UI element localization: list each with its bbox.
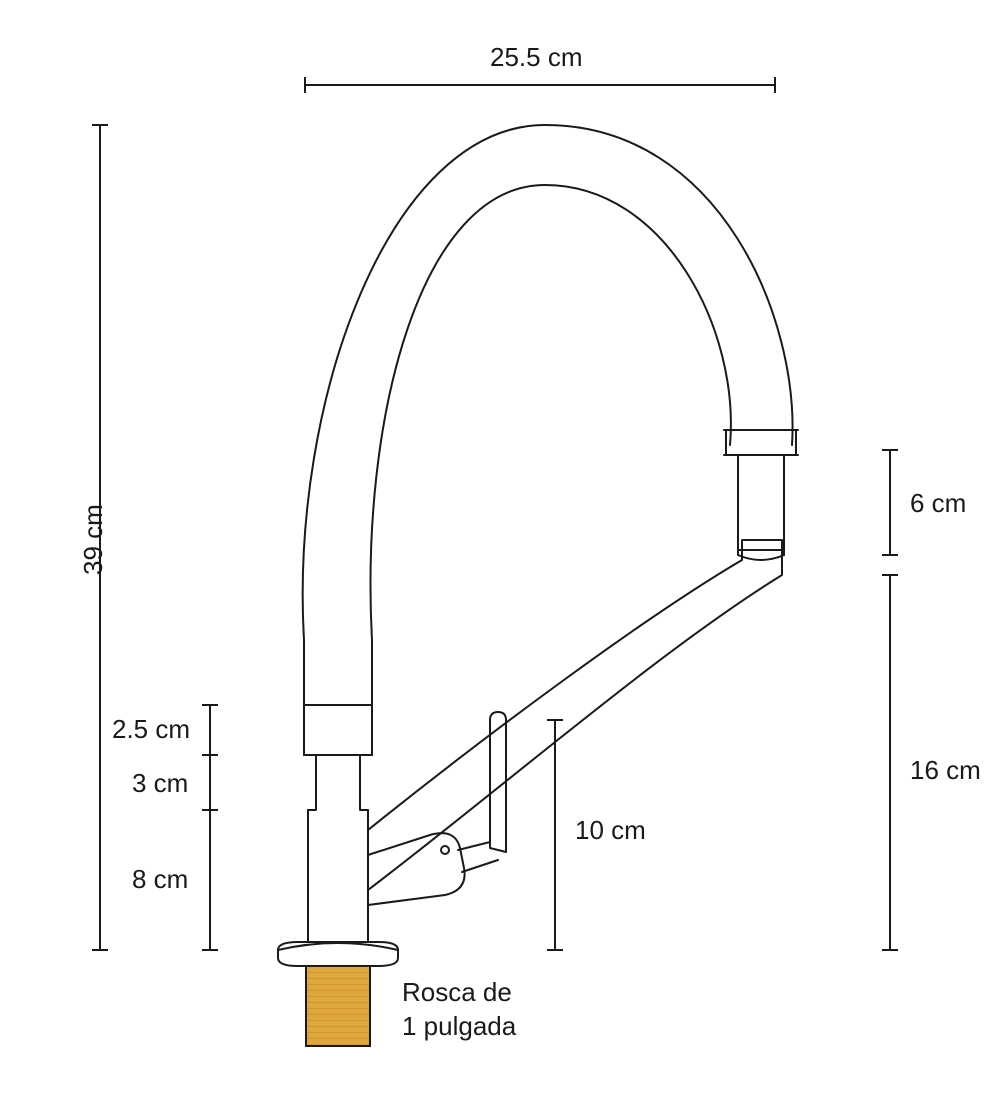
thread-note: Rosca de 1 pulgada [402,976,516,1044]
faucet-svg [0,0,1000,1100]
label-spout-reach: 25.5 cm [490,42,583,73]
dimension-lines [92,77,898,950]
label-nozzle-height: 6 cm [910,488,966,519]
thread-note-line1: Rosca de [402,977,512,1007]
diagram-canvas: 25.5 cm 39 cm 6 cm 16 cm 10 cm 2.5 cm 3 … [0,0,1000,1100]
label-spout-to-base: 16 cm [910,755,981,786]
thread-note-line2: 1 pulgada [402,1011,516,1041]
label-total-height: 39 cm [78,504,109,575]
label-neck-height: 3 cm [132,768,188,799]
label-handle-height: 10 cm [575,815,646,846]
faucet-outline [278,125,798,966]
label-body-height: 8 cm [132,864,188,895]
thread-stem [306,966,370,1046]
label-collar-height: 2.5 cm [112,714,190,745]
